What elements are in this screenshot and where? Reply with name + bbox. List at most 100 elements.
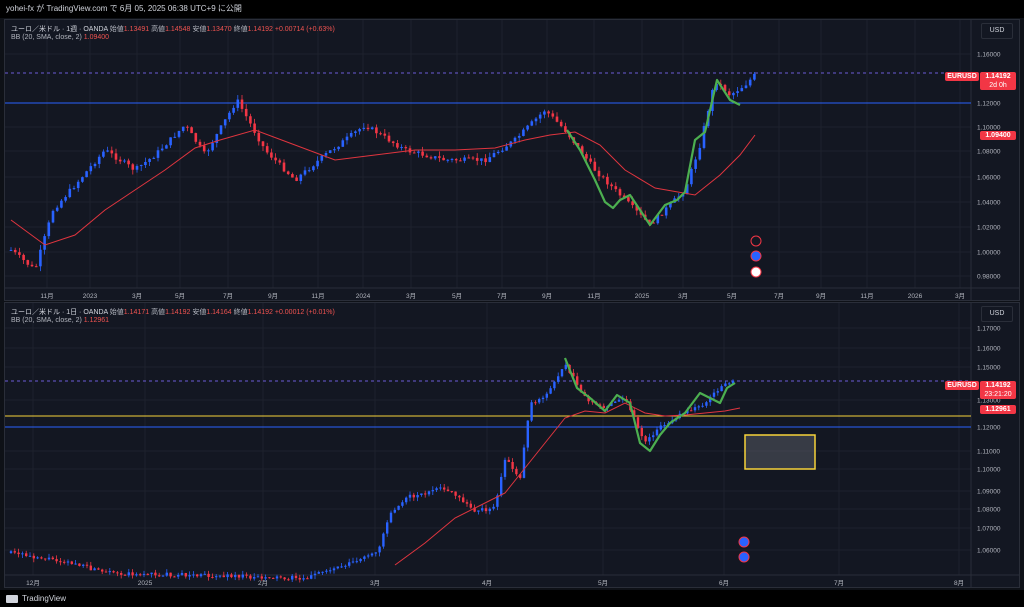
- time-tick-label: 5月: [452, 292, 462, 300]
- candle-body: [303, 170, 307, 175]
- open-label: 始値: [109, 26, 124, 33]
- candle-body: [753, 73, 756, 80]
- candle-body: [291, 174, 294, 178]
- candle-body: [635, 205, 639, 211]
- candle-body: [465, 502, 469, 504]
- low-label: 安値: [192, 309, 207, 316]
- candle-body: [341, 140, 345, 147]
- candle-body: [47, 557, 51, 560]
- candle-body: [51, 210, 55, 223]
- candle-body: [633, 410, 636, 418]
- candle-body: [78, 563, 81, 566]
- low-label: 安値: [192, 26, 207, 33]
- price-tick-label: 1.09000: [977, 489, 1001, 496]
- candle-body: [579, 384, 583, 393]
- candle-body: [13, 249, 17, 253]
- candle-body: [337, 146, 340, 150]
- weekly-bb-legend[interactable]: BB (20, SMA, close, 2) 1.09400: [11, 34, 109, 41]
- price-tick-label: 1.11000: [977, 449, 1000, 456]
- candle-body: [374, 552, 377, 554]
- target-zone-box: [744, 434, 816, 470]
- time-tick-label: 2025: [635, 293, 650, 300]
- time-tick-label: 2月: [258, 579, 268, 587]
- price-tick-label: 1.10000: [977, 125, 1001, 132]
- candle-body: [618, 189, 622, 196]
- candle-body: [543, 111, 546, 115]
- candle-body: [505, 146, 508, 151]
- price-tag-value: 1.14192: [985, 73, 1011, 80]
- candle-body: [351, 561, 355, 563]
- candle-body: [648, 437, 651, 442]
- candle-body: [321, 571, 324, 573]
- candle-body: [631, 201, 634, 206]
- change-value: +0.00012 (+0.01%): [274, 309, 335, 316]
- green-trend-drawing: [563, 357, 736, 453]
- candle-body: [572, 372, 575, 377]
- candle-body: [644, 436, 647, 442]
- candle-body: [97, 568, 100, 570]
- candle-body: [64, 197, 67, 201]
- candle-body: [278, 160, 282, 163]
- candle-body: [431, 490, 434, 492]
- time-tick-label: 11月: [860, 292, 873, 300]
- price-tick-label: 1.12000: [977, 425, 1001, 432]
- candle-body: [76, 181, 80, 189]
- candle-body: [146, 573, 149, 575]
- time-tick-label: 7月: [834, 579, 844, 587]
- chart-pane-weekly[interactable]: 1.16000 1.12000 1.10000 1.08000 1.06000 1.040…: [4, 19, 1020, 301]
- currency-button[interactable]: USD: [981, 306, 1013, 322]
- price-tick-label: 1.16000: [977, 52, 1001, 59]
- candle-body: [25, 553, 28, 557]
- candle-body: [59, 561, 62, 563]
- candle-body: [203, 573, 206, 575]
- candle-body: [161, 575, 165, 577]
- daily-chart-canvas[interactable]: 1.17000 1.16000 1.15000 1.13000 1.12000 1.110…: [5, 303, 1020, 588]
- price-tick-label: 1.10000: [977, 467, 1001, 474]
- candle-body: [488, 157, 492, 163]
- candle-body: [150, 572, 153, 575]
- candle-body: [517, 135, 521, 138]
- candle-body: [640, 427, 643, 437]
- candle-body: [9, 249, 13, 251]
- countdown: 2d 0h: [989, 82, 1007, 89]
- weekly-chart-canvas[interactable]: 1.16000 1.12000 1.10000 1.08000 1.06000 1.040…: [5, 20, 1020, 301]
- daily-symbol: ユーロ／米ドル · 1日 · OANDA: [11, 309, 108, 316]
- candle-body: [345, 136, 349, 141]
- daily-bb-legend[interactable]: BB (20, SMA, close, 2) 1.12961: [11, 317, 109, 324]
- candle-body: [614, 186, 618, 190]
- candle-body: [417, 151, 420, 153]
- candle-body: [270, 152, 273, 158]
- candle-body: [232, 107, 235, 113]
- currency-button[interactable]: USD: [981, 23, 1013, 39]
- candle-body: [359, 558, 362, 562]
- candle-body: [587, 395, 590, 402]
- candle-body: [74, 563, 77, 565]
- candle-body: [724, 383, 727, 387]
- price-tag: 1.14192 2d 0h: [980, 72, 1016, 90]
- candle-body: [589, 158, 592, 162]
- candle-body: [698, 147, 702, 160]
- candle-body: [160, 148, 164, 151]
- price-tick-label: 1.07000: [977, 526, 1001, 533]
- candle-body: [477, 510, 480, 512]
- time-tick-label: 3月: [678, 292, 688, 300]
- candle-body: [389, 512, 393, 523]
- chart-pane-daily[interactable]: 1.17000 1.16000 1.15000 1.13000 1.12000 1.110…: [4, 302, 1020, 588]
- candle-body: [286, 171, 290, 175]
- candle-body: [158, 575, 161, 577]
- candle-body: [397, 505, 400, 510]
- candle-body: [313, 573, 317, 576]
- bb-basis-line: [10, 129, 756, 246]
- candle-body: [522, 129, 525, 136]
- candle-body: [192, 574, 195, 576]
- candle-body: [744, 85, 748, 89]
- candle-body: [501, 150, 504, 152]
- candle-body: [702, 126, 706, 148]
- bb-label: BB (20, SMA, close, 2): [11, 34, 82, 41]
- candle-body: [282, 162, 286, 172]
- candle-body: [404, 147, 408, 149]
- candle-body: [40, 557, 43, 559]
- candle-body: [576, 376, 579, 385]
- candle-body: [412, 494, 415, 498]
- candle-body: [705, 402, 708, 406]
